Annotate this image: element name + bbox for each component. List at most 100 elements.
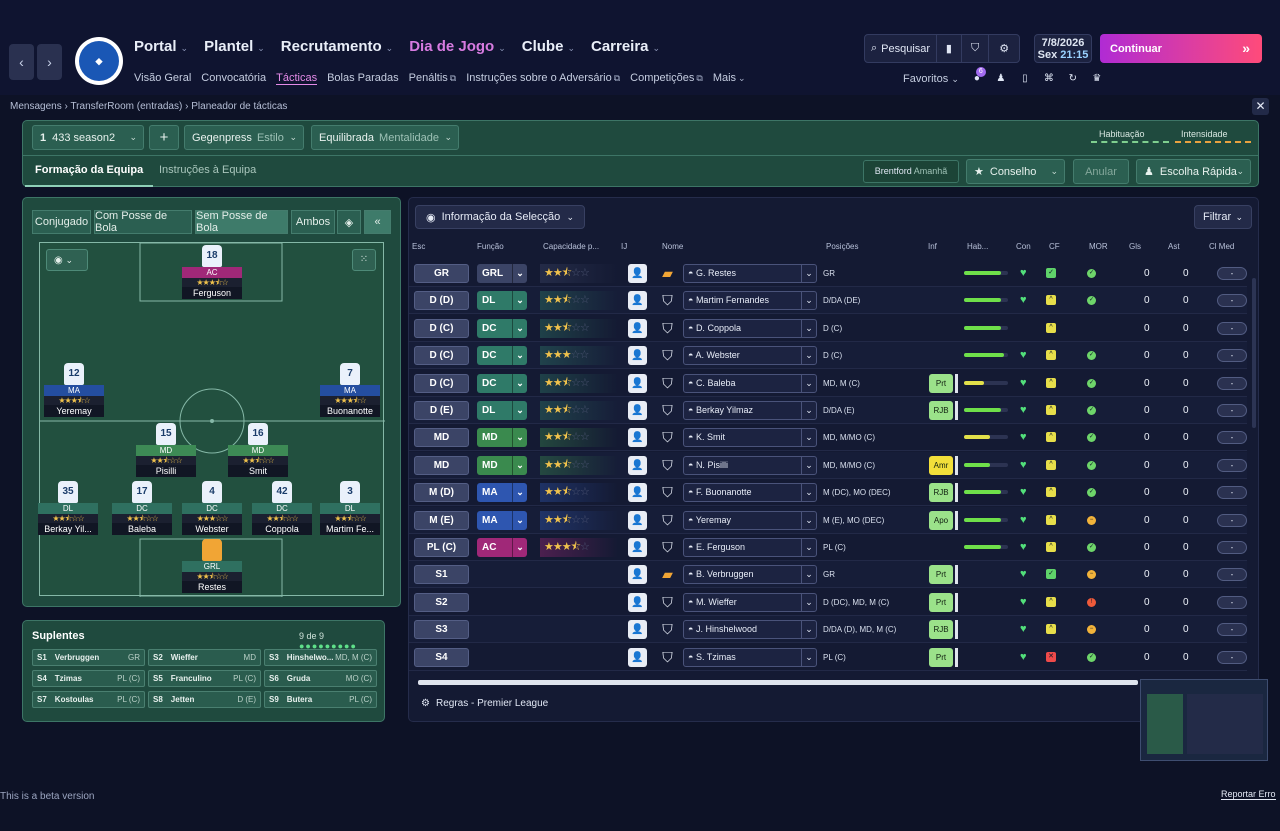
person-icon[interactable]: 👤 xyxy=(628,428,647,448)
table-row[interactable]: S4 👤 ⛉ ◓ S. Tzimas ⌄ PL (C) Prt ♥ ✕ ✓ 0 0 - xyxy=(409,644,1247,671)
player-name-selector[interactable]: ◓ A. Webster ⌄ xyxy=(683,346,817,366)
filter-button[interactable]: Filtrar ⌄ xyxy=(1194,205,1252,229)
person-icon[interactable]: 👤 xyxy=(628,592,647,612)
status-badge[interactable]: Prt xyxy=(929,373,953,393)
tactic-selector[interactable]: 1 433 season2 ⌄ xyxy=(32,125,144,150)
person-icon[interactable]: 👤 xyxy=(628,510,647,530)
person-icon[interactable]: 👤 xyxy=(628,318,647,338)
player-name-selector[interactable]: ◓ D. Coppola ⌄ xyxy=(683,318,817,338)
continue-button[interactable]: Continuar » xyxy=(1100,34,1262,63)
player-name-selector[interactable]: ◓ M. Wieffer ⌄ xyxy=(683,592,817,612)
position-button[interactable]: MD xyxy=(414,455,469,475)
pitch-player[interactable]: 3 DL ★★⯪☆☆ Martim Fe... xyxy=(320,481,380,535)
status-badge[interactable]: Prt xyxy=(929,565,953,585)
table-row[interactable]: D (C) DC ⌄ ★★★☆☆ 👤 ⛉ ◓ A. Webster ⌄ D (C) ♥ ^ ✓ 0 0 - xyxy=(409,342,1247,370)
tab-instrucoes[interactable]: Instruções à Equipa xyxy=(159,164,257,176)
subnav-item-4[interactable]: Penáltis ⧉ xyxy=(409,72,457,85)
collapse-button[interactable]: « xyxy=(364,210,391,234)
forward-button[interactable]: › xyxy=(37,44,62,80)
player-name-selector[interactable]: ◓ C. Baleba ⌄ xyxy=(683,373,817,393)
table-row[interactable]: D (C) DC ⌄ ★★⯪☆☆ 👤 ⛉ ◓ D. Coppola ⌄ D (C) ^ 0 0 - xyxy=(409,315,1247,342)
subnav-item-7[interactable]: Mais ⌄ xyxy=(713,72,746,85)
subnav-item-5[interactable]: Instruções sobre o Adversário ⧉ xyxy=(466,72,620,85)
position-button[interactable]: MD xyxy=(414,428,469,448)
info-selector[interactable]: ◉ Informação da Selecção ⌄ xyxy=(415,205,585,229)
position-button[interactable]: S2 xyxy=(414,592,469,612)
mentality-selector[interactable]: Equilibrada Mentalidade ⌄ xyxy=(311,125,459,150)
pitch-player[interactable]: 4 DC ★★★☆☆ Webster xyxy=(182,481,242,535)
sub-slot[interactable]: S8 Jetten D (E) xyxy=(148,691,261,708)
breadcrumb-item[interactable]: TransferRoom (entradas) xyxy=(70,101,183,112)
player-name-selector[interactable]: ◓ S. Tzimas ⌄ xyxy=(683,647,817,667)
subnav-item-0[interactable]: Visão Geral xyxy=(134,72,191,85)
role-selector[interactable]: DC ⌄ xyxy=(477,346,527,366)
person-icon[interactable]: 👤 xyxy=(628,620,647,640)
refresh-icon[interactable]: ↻ xyxy=(1068,73,1078,84)
table-row[interactable]: S3 👤 ⛉ ◓ J. Hinshelwood ⌄ D/DA (D), MD, M (C)… xyxy=(409,616,1247,644)
nav-item-4[interactable]: Clube ⌄ xyxy=(522,38,575,55)
status-badge[interactable]: RJB xyxy=(929,620,953,640)
date-box[interactable]: 7/8/2026 Sex 21:15 xyxy=(1034,34,1092,63)
column-header[interactable]: Cl Med xyxy=(1209,242,1235,251)
column-header[interactable]: MOR xyxy=(1089,242,1108,251)
table-row[interactable]: M (D) MA ⌄ ★★⯪☆☆ 👤 ⛉ ◓ F. Buonanotte ⌄ M (DC), M… xyxy=(409,479,1247,507)
sub-slot[interactable]: S1 Verbruggen GR xyxy=(32,649,145,666)
favorites-dropdown[interactable]: Favoritos ⌄ xyxy=(903,73,959,85)
column-header[interactable]: Capacidade p... xyxy=(543,242,600,251)
person-icon[interactable]: 👤 xyxy=(628,291,647,311)
table-row[interactable]: S2 👤 ⛉ ◓ M. Wieffer ⌄ D (DC), MD, M (C) Prt ♥ ^!… xyxy=(409,589,1247,616)
quick-pick-button[interactable]: ♟ Escolha Rápida ⌄ xyxy=(1136,159,1251,184)
pitch-player[interactable]: 17 DC ★★⯪☆☆ Baleba xyxy=(112,481,172,535)
table-row[interactable]: S1 👤 ▰ ◓ B. Verbruggen ⌄ GR Prt ♥ ✓ − 0 0 - xyxy=(409,561,1247,589)
table-row[interactable]: D (E) DL ⌄ ★★⯪☆☆ 👤 ⛉ ◓ Berkay Yilmaz ⌄ D/DA (E) R… xyxy=(409,397,1247,424)
position-button[interactable]: PL (C) xyxy=(414,538,469,557)
advice-button[interactable]: ★ Conselho ⌄ xyxy=(966,159,1065,184)
tab-com-posse[interactable]: Com Posse de Bola xyxy=(94,210,192,234)
player-name-selector[interactable]: ◓ B. Verbruggen ⌄ xyxy=(683,565,817,585)
person-icon[interactable]: 👤 xyxy=(628,264,647,283)
player-name-selector[interactable]: ◓ Martim Fernandes ⌄ xyxy=(683,291,817,311)
table-row[interactable]: PL (C) AC ⌄ ★★★⯪☆ 👤 ⛉ ◓ E. Ferguson ⌄ PL (C) ♥ ^ ✓ 0… xyxy=(409,534,1247,561)
sub-slot[interactable]: S9 Butera PL (C) xyxy=(264,691,377,708)
position-button[interactable]: D (E) xyxy=(414,401,469,420)
person-icon[interactable]: 👤 xyxy=(628,565,647,585)
status-badge[interactable]: RJB xyxy=(929,401,953,420)
subnav-item-1[interactable]: Convocatória xyxy=(201,72,266,85)
swap-button[interactable]: ◈ xyxy=(337,210,361,234)
pitch-player[interactable]: 35 DL ★★⯪☆☆ Berkay Yil... xyxy=(38,481,98,535)
role-selector[interactable]: DC ⌄ xyxy=(477,318,527,338)
shirt-icon[interactable]: ♟ xyxy=(996,73,1006,84)
position-button[interactable]: D (C) xyxy=(414,346,469,366)
player-name-selector[interactable]: ◓ F. Buonanotte ⌄ xyxy=(683,483,817,503)
report-bug-link[interactable]: Reportar Erro xyxy=(1221,789,1276,800)
nav-item-5[interactable]: Carreira ⌄ xyxy=(591,38,660,55)
position-button[interactable]: M (D) xyxy=(414,483,469,503)
tab-conjugado[interactable]: Conjugado xyxy=(32,210,91,234)
sub-slot[interactable]: S3 Hinshelwo... MD, M (C) xyxy=(264,649,377,666)
person-icon[interactable]: 👤 xyxy=(628,538,647,557)
status-badge[interactable]: RJB xyxy=(929,483,953,503)
role-selector[interactable]: DC ⌄ xyxy=(477,373,527,393)
player-name-selector[interactable]: ◓ N. Pisilli ⌄ xyxy=(683,455,817,475)
pitch-player[interactable]: 15 MD ★★⯪☆☆ Pisilli xyxy=(136,423,196,477)
table-row[interactable]: GR GRL ⌄ ★★⯪☆☆ 👤 ▰ ◓ G. Restes ⌄ GR ♥ ✓ ✓ 0 0 - xyxy=(409,260,1247,287)
undo-button[interactable]: Anular xyxy=(1073,159,1129,184)
club-crest[interactable]: ◆ xyxy=(75,37,123,85)
nav-item-3[interactable]: Dia de Jogo ⌄ xyxy=(409,38,506,55)
table-row[interactable]: D (D) DL ⌄ ★★⯪☆☆ 👤 ⛉ ◓ Martim Fernandes ⌄ D/DA (… xyxy=(409,287,1247,315)
close-button[interactable]: ✕ xyxy=(1252,98,1269,115)
table-row[interactable]: M (E) MA ⌄ ★★⯪☆☆ 👤 ⛉ ◓ Yeremay ⌄ M (E), MO (DEC)… xyxy=(409,506,1247,534)
position-button[interactable]: M (E) xyxy=(414,510,469,530)
tab-sem-posse[interactable]: Sem Posse de Bola xyxy=(195,210,288,234)
column-header[interactable]: IJ xyxy=(621,242,628,251)
person-icon[interactable]: 👤 xyxy=(628,647,647,667)
pitch-player[interactable]: 16 MD ★★⯪☆☆ Smit xyxy=(228,423,288,477)
pitch-player[interactable]: 12 MA ★★★⯪☆ Yeremay xyxy=(44,363,104,417)
role-selector[interactable]: DL ⌄ xyxy=(477,291,527,311)
nav-item-2[interactable]: Recrutamento ⌄ xyxy=(281,38,393,55)
column-header[interactable]: CF xyxy=(1049,242,1060,251)
status-badge[interactable]: Amr xyxy=(929,455,953,475)
table-row[interactable]: D (C) DC ⌄ ★★⯪☆☆ 👤 ⛉ ◓ C. Baleba ⌄ MD, M (C) Prt ♥… xyxy=(409,370,1247,397)
position-button[interactable]: GR xyxy=(414,264,469,283)
role-selector[interactable]: GRL ⌄ xyxy=(477,264,527,283)
